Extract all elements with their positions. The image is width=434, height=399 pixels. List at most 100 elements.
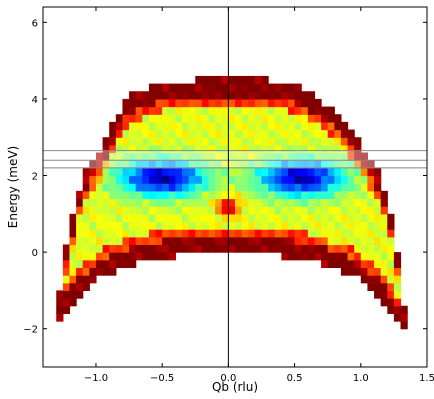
heatmap-cell [188, 183, 196, 192]
heatmap-cell [182, 91, 190, 100]
heatmap-cell [241, 83, 249, 92]
heatmap-cell [168, 144, 177, 154]
heatmap-cell [347, 244, 355, 253]
heatmap-cell [314, 206, 322, 215]
heatmap-cell [142, 252, 150, 261]
heatmap-cell [109, 190, 117, 200]
heatmap-cell [155, 213, 163, 223]
heatmap-cell [148, 198, 157, 207]
heatmap-cell [135, 183, 143, 192]
heatmap-cell [162, 229, 170, 238]
heatmap-cell [208, 206, 216, 215]
heatmap-cell [62, 259, 71, 269]
heatmap-cell [248, 129, 256, 138]
heatmap-cell [208, 129, 216, 138]
heatmap-cell [76, 252, 84, 261]
heatmap-cell [102, 221, 110, 230]
heatmap-cell [294, 144, 302, 154]
heatmap-cell [195, 121, 203, 131]
heatmap-cell [301, 221, 309, 230]
heatmap-cell [69, 236, 77, 246]
heatmap-cell [314, 190, 322, 200]
heatmap-cell [314, 244, 322, 253]
heatmap-cell [294, 114, 302, 123]
heatmap-cell [148, 229, 157, 238]
heatmap-cell [135, 91, 143, 100]
heatmap-cell [135, 137, 143, 146]
heatmap-cell [274, 137, 282, 146]
heatmap-cell [387, 252, 395, 261]
heatmap-cell [129, 252, 137, 261]
heatmap-cell [215, 137, 223, 146]
heatmap-cell [155, 129, 163, 138]
heatmap-cell [76, 244, 84, 253]
heatmap-cell [301, 175, 309, 184]
heatmap-cell [122, 129, 130, 138]
y-tick-label: 6 [32, 18, 38, 29]
heatmap-cell [374, 252, 382, 261]
heatmap-cell [327, 259, 335, 269]
heatmap-cell [195, 206, 203, 215]
heatmap-cell [221, 114, 229, 123]
heatmap-cell [69, 252, 77, 261]
heatmap-cell [142, 121, 150, 131]
heatmap-cell [374, 175, 382, 184]
heatmap-cell [215, 129, 223, 138]
heatmap-cell [115, 213, 124, 223]
heatmap-cell [393, 275, 402, 284]
heatmap-cell [215, 152, 223, 161]
heatmap-cell [274, 244, 282, 253]
heatmap-cell [89, 259, 97, 269]
heatmap-cell [95, 198, 104, 207]
heatmap-cell [261, 236, 269, 246]
heatmap-cell [387, 213, 395, 223]
heatmap-cell [195, 144, 203, 154]
heatmap-cell [195, 129, 203, 138]
heatmap-cell [69, 229, 77, 238]
heatmap-cell [294, 121, 302, 131]
heatmap-cell [261, 229, 269, 238]
heatmap-cell [221, 160, 229, 169]
heatmap-cell [148, 91, 157, 100]
heatmap-cell [82, 244, 90, 253]
heatmap-cell [155, 121, 163, 131]
heatmap-cell [354, 229, 362, 238]
heatmap-cell [367, 236, 375, 246]
heatmap-cell [215, 167, 223, 177]
heatmap-cell [274, 91, 282, 100]
heatmap-cell [261, 206, 269, 215]
heatmap-cell [82, 198, 90, 207]
heatmap-cell [281, 252, 289, 261]
heatmap-cell [374, 229, 382, 238]
heatmap-cell [102, 259, 110, 269]
heatmap-cell [314, 106, 322, 115]
heatmap-cell [400, 313, 408, 322]
heatmap-cell [62, 298, 71, 307]
heatmap-cell [175, 160, 183, 169]
heatmap-cell [281, 129, 289, 138]
heatmap-cell [301, 160, 309, 169]
heatmap-cell [201, 98, 210, 108]
heatmap-cell [188, 121, 196, 131]
heatmap-cell [148, 144, 157, 154]
heatmap-cell [201, 75, 210, 85]
heatmap-cell [162, 106, 170, 115]
heatmap-cell [360, 167, 369, 177]
heatmap-cell [122, 198, 130, 207]
heatmap-cell [301, 98, 309, 108]
heatmap-cell [201, 221, 210, 230]
heatmap-cell [367, 221, 375, 230]
heatmap-cell [221, 244, 229, 253]
heatmap-cell [135, 236, 143, 246]
heatmap-cell [82, 275, 90, 284]
heatmap-cell [347, 190, 355, 200]
heatmap-cell [327, 106, 335, 115]
heatmap-cell [175, 106, 183, 115]
heatmap-cell [248, 114, 256, 123]
heatmap-cell [221, 236, 229, 246]
heatmap-cell [95, 190, 104, 200]
x-tick-label: 1.5 [419, 373, 434, 384]
heatmap-cell [122, 175, 130, 184]
heatmap-cell [69, 282, 77, 291]
heatmap-cell [248, 98, 256, 108]
